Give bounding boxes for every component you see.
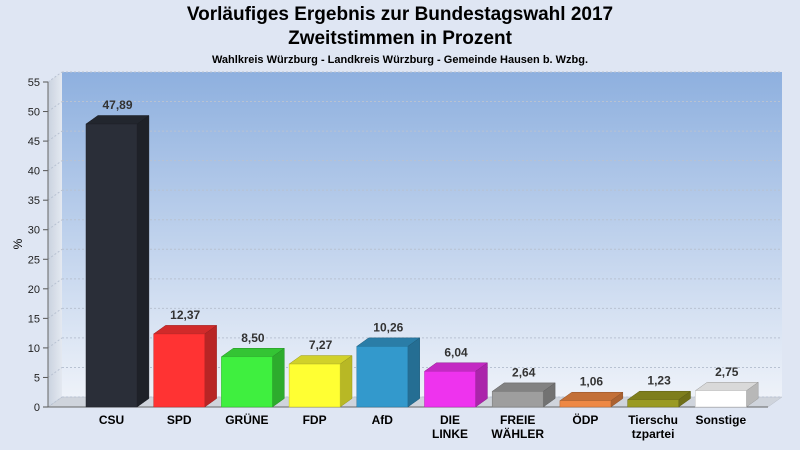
y-tick-label: 55: [28, 77, 40, 89]
bar-front: [85, 123, 138, 408]
gridline-side: [47, 219, 63, 231]
y-axis-label: %: [11, 238, 25, 249]
bar-side: [407, 337, 420, 408]
bar-side: [204, 324, 217, 408]
y-tick-label: 50: [28, 107, 40, 119]
gridline-side: [47, 337, 63, 349]
chart-subtitle: Zweitstimmen in Prozent: [288, 28, 512, 49]
bar-value-label: 8,50: [241, 331, 265, 345]
bar-front: [695, 390, 747, 408]
y-tick-label: 20: [28, 284, 40, 296]
bar-value-label: 1,23: [647, 374, 671, 388]
x-tick-label: SPD: [167, 413, 192, 427]
bar: [559, 391, 624, 408]
bar-front: [288, 363, 341, 408]
y-tick-label: 25: [28, 254, 40, 266]
x-tick-label: tzpartei: [632, 427, 675, 441]
x-tick-label: AfD: [372, 413, 394, 427]
bar-side: [339, 355, 353, 408]
bar-front: [221, 356, 273, 408]
bar-value-label: 7,27: [309, 338, 333, 352]
bar-front: [491, 391, 544, 408]
x-tick-label: WÄHLER: [491, 426, 544, 441]
bar-front: [153, 333, 205, 408]
bar-value-label: 2,75: [715, 365, 739, 379]
bar: [152, 324, 218, 408]
y-tick-label: 0: [34, 402, 40, 414]
y-tick-label: 10: [28, 343, 40, 355]
gridline-side: [47, 248, 63, 260]
y-tick-label: 5: [34, 372, 40, 384]
x-tick-label: CSU: [99, 413, 124, 427]
chart-title: Vorläufiges Ergebnis zur Bundestagswahl …: [186, 4, 614, 25]
bar-value-label: 2,64: [512, 365, 536, 379]
y-tick-label: 45: [28, 136, 40, 148]
bar-front: [424, 371, 476, 408]
gridline-side: [47, 278, 63, 290]
bar-front: [356, 346, 409, 408]
y-tick-label: 15: [28, 313, 40, 325]
x-tick-label: Tierschu: [628, 413, 678, 427]
bar: [220, 347, 286, 408]
y-tick-label: 30: [28, 225, 40, 237]
bar: [626, 390, 692, 408]
gridline-side: [47, 101, 63, 112]
gridline-side: [47, 396, 63, 408]
bar-value-label: 6,04: [444, 345, 468, 359]
bar: [85, 115, 150, 408]
x-tick-label: DIE: [440, 413, 460, 427]
x-tick-label: Sonstige: [695, 413, 746, 427]
bar: [423, 362, 489, 408]
bar-front: [559, 400, 612, 408]
bar-value-label: 12,37: [170, 308, 200, 322]
x-tick-label: FREIE: [500, 413, 535, 427]
bar-value-label: 1,06: [580, 375, 604, 389]
gridline-side: [47, 160, 63, 172]
bar: [491, 382, 556, 408]
plot-side-wall: [48, 72, 62, 407]
x-tick-label: GRÜNE: [225, 412, 268, 427]
bar: [288, 355, 353, 408]
bar: [694, 381, 759, 408]
gridline-side: [47, 189, 63, 201]
bar-side: [272, 347, 285, 408]
y-tick-label: 35: [28, 195, 40, 207]
bar-value-label: 47,89: [102, 98, 132, 112]
x-tick-label: LINKE: [432, 427, 468, 441]
chart-region-label: Wahlkreis Würzburg - Landkreis Würzburg …: [211, 54, 589, 66]
gridline-side: [47, 307, 63, 319]
bar-front: [627, 399, 679, 408]
x-tick-label: ÖDP: [572, 412, 598, 427]
bar-side: [136, 115, 150, 408]
bar: [356, 337, 421, 408]
gridline-side: [47, 130, 63, 142]
gridline-side: [47, 367, 63, 378]
bar-value-label: 10,26: [373, 320, 403, 334]
x-tick-label: FDP: [303, 413, 327, 427]
y-tick-label: 40: [28, 166, 40, 178]
gridline-side: [47, 71, 63, 83]
